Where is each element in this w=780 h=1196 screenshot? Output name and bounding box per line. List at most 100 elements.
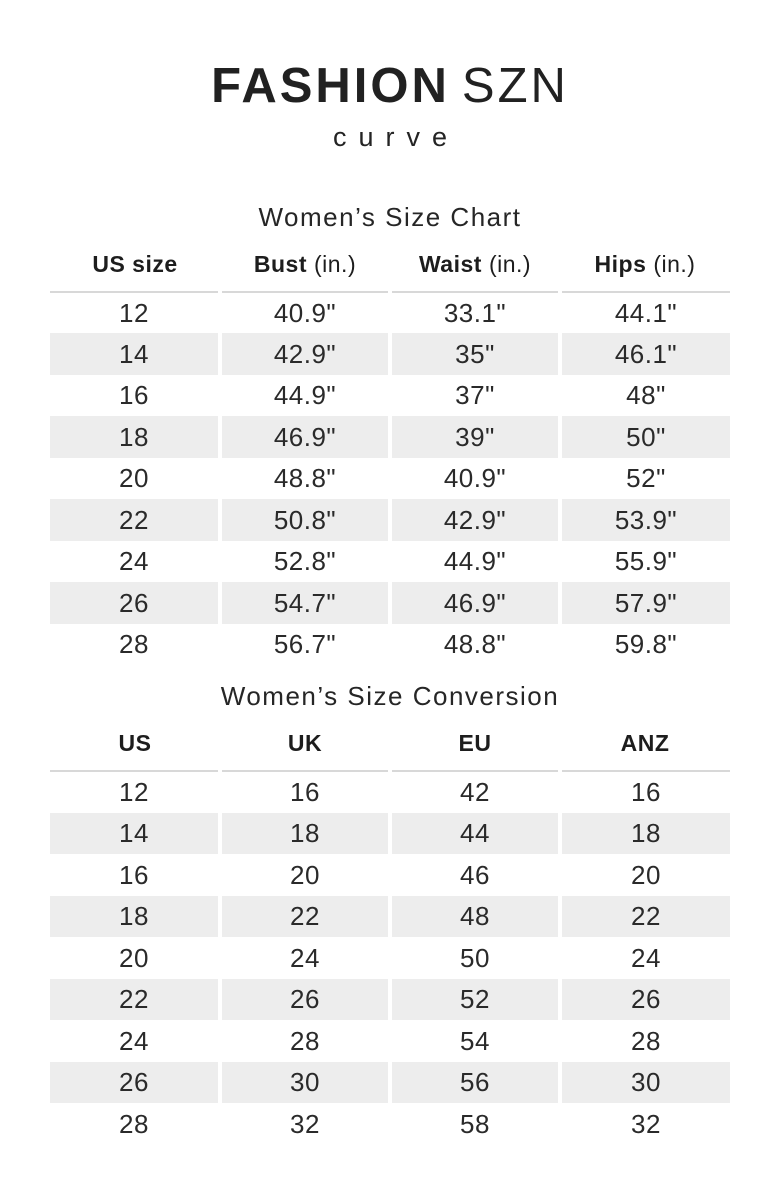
cell-hips: 52" [558,457,730,500]
cell-bust: 46.9" [218,416,390,458]
cell-anz: 24 [558,937,730,979]
cell-hips: 50" [558,416,730,458]
cell-uk: 18 [218,812,390,855]
header-row: US size Bust (in.) Waist (in.) Hips (in.) [50,250,730,293]
cell-eu: 52 [388,978,560,1021]
column-header-bust: Bust (in.) [220,250,390,293]
cell-bust: 42.9" [218,333,390,375]
cell-anz: 22 [558,895,730,938]
cell-anz: 28 [558,1020,730,1062]
conversion-chart-title: Women’s Size Conversion [220,681,560,712]
cell-us: 26 [50,1061,220,1104]
conversion-body: 12 16 42 16 14 18 44 18 16 20 46 20 18 2… [50,771,730,1145]
cell-hips: 44.1" [558,291,730,334]
cell-anz: 18 [558,812,730,855]
size-chart-title: Women’s Size Chart [258,202,522,232]
cell-us-size: 26 [50,582,220,624]
cell-hips: 59.8" [558,623,730,666]
cell-waist: 42.9" [388,499,560,541]
brand-name-secondary: SZN [461,59,569,113]
column-header-us: US [50,730,220,773]
cell-waist: 33.1" [388,291,560,334]
cell-waist: 46.9" [388,582,560,624]
table-row: 24 28 54 28 [50,1020,730,1062]
cell-us-size: 18 [50,416,220,458]
cell-waist: 37" [388,374,560,417]
table-row: 26 54.7" 46.9" 57.9" [50,582,730,624]
cell-us: 14 [50,812,220,855]
cell-hips: 57.9" [558,582,730,624]
cell-eu: 44 [388,812,560,855]
cell-uk: 30 [218,1061,390,1104]
cell-us: 12 [119,777,149,808]
header-row: US UK EU ANZ [50,730,730,773]
cell-bust: 56.7" [218,623,390,666]
cell-waist: 39" [388,416,560,458]
conversion-table: US UK EU ANZ 12 16 42 16 14 18 44 18 16 … [50,730,730,1145]
column-header-waist: Waist (in.) [390,250,560,293]
cell-uk: 16 [218,771,390,813]
cell-bust: 48.8" [218,457,390,500]
cell-us-size: 14 [50,333,220,375]
table-row: 16 20 46 20 [50,854,730,896]
column-header-us-size: US size [50,250,220,293]
size-chart-body: 12 40.9" 33.1" 44.1" 14 42.9" 35" 46.1" … [50,291,730,666]
size-chart-table: US size Bust (in.) Waist (in.) Hips (in.) 1… [50,250,730,666]
table-row: 12 16 42 16 [50,771,730,813]
size-chart-header: US size Bust (in.) Waist (in.) Hips (in.) [50,250,730,293]
table-row: 20 48.8" 40.9" 52" [50,457,730,500]
cell-bust: 50.8" [218,499,390,541]
cell-eu: 42 [388,771,560,813]
cell-us: 18 [50,895,220,938]
cell-hips: 48" [558,374,730,417]
cell-uk: 28 [218,1020,390,1062]
cell-us-size: 24 [119,546,149,577]
cell-uk: 22 [218,895,390,938]
cell-anz: 16 [558,771,730,813]
cell-bust: 52.8" [218,540,390,583]
brand-name-primary: FASHION [211,59,450,113]
cell-waist: 35" [388,333,560,375]
table-row: 20 24 50 24 [50,937,730,979]
cell-hips: 46.1" [558,333,730,375]
cell-waist: 40.9" [388,457,560,500]
cell-us-size: 20 [119,463,149,494]
column-header-uk: UK [220,730,390,773]
cell-eu: 48 [388,895,560,938]
cell-anz: 26 [558,978,730,1021]
cell-us: 16 [119,859,149,890]
cell-us: 24 [119,1025,149,1056]
table-row: 28 32 58 32 [50,1103,730,1145]
cell-eu: 54 [388,1020,560,1062]
conversion-header: US UK EU ANZ [50,730,730,773]
table-row: 22 50.8" 42.9" 53.9" [50,499,730,541]
cell-us-size: 16 [119,380,149,411]
table-row: 14 18 44 18 [50,812,730,855]
cell-uk: 32 [218,1103,390,1145]
cell-uk: 24 [218,937,390,979]
cell-anz: 32 [558,1103,730,1145]
table-row: 28 56.7" 48.8" 59.8" [50,623,730,666]
column-header-hips: Hips (in.) [560,250,730,293]
cell-hips: 53.9" [558,499,730,541]
cell-eu: 56 [388,1061,560,1104]
cell-bust: 44.9" [218,374,390,417]
column-header-eu: EU [390,730,560,773]
brand-logo: FASHION SZN [0,62,780,111]
cell-bust: 54.7" [218,582,390,624]
cell-us-size: 28 [119,629,149,660]
cell-waist: 48.8" [388,623,560,666]
cell-eu: 58 [388,1103,560,1145]
table-row: 18 22 48 22 [50,895,730,938]
column-header-anz: ANZ [560,730,730,773]
cell-eu: 50 [388,937,560,979]
cell-hips: 55.9" [558,540,730,583]
cell-us: 20 [119,942,149,973]
table-row: 16 44.9" 37" 48" [50,374,730,417]
cell-uk: 26 [218,978,390,1021]
cell-anz: 30 [558,1061,730,1104]
table-row: 24 52.8" 44.9" 55.9" [50,540,730,583]
cell-anz: 20 [558,854,730,896]
cell-us-size: 12 [119,297,149,328]
